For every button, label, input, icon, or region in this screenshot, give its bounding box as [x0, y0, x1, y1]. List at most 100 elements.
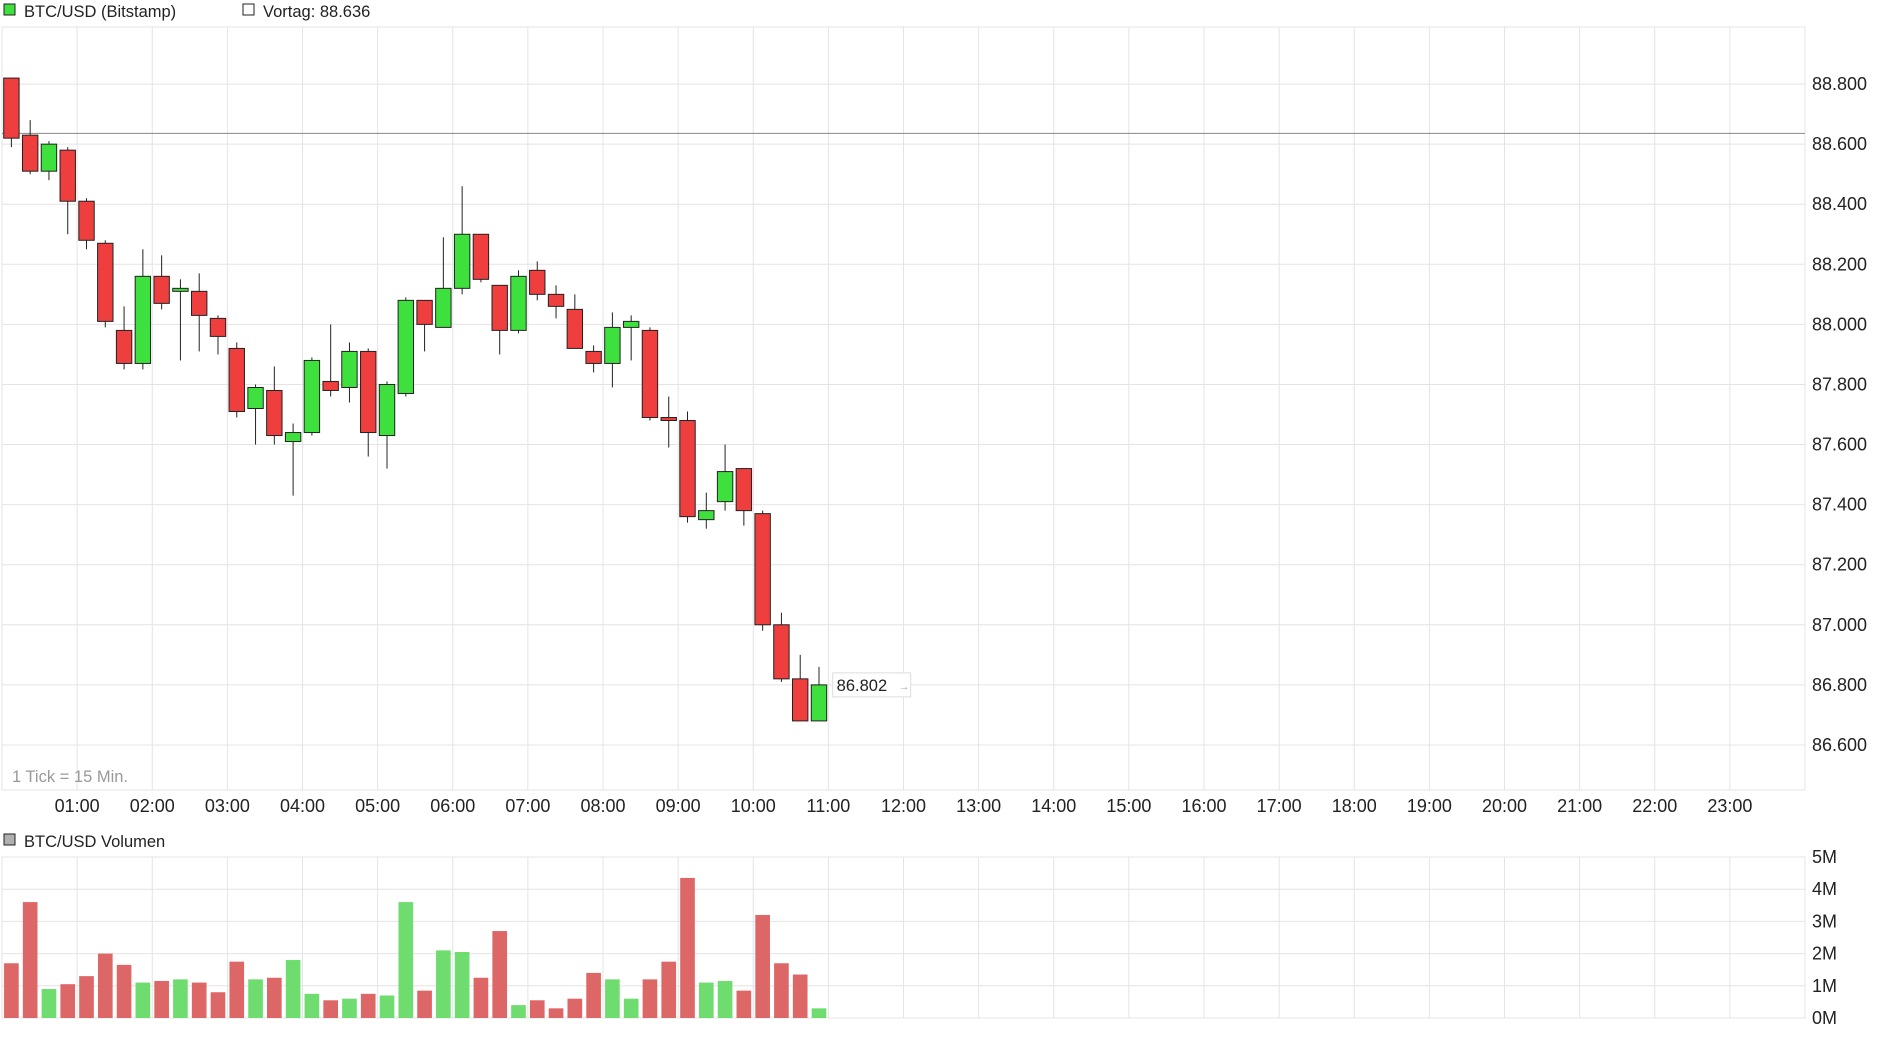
candle-body — [40, 143, 58, 172]
y-tick-label: 87.000 — [1812, 615, 1867, 635]
gray-square-icon — [3, 833, 16, 846]
candle-body — [529, 269, 546, 295]
candle-up — [134, 249, 152, 370]
y-tick-label: 88.600 — [1812, 134, 1867, 154]
volume-bar — [41, 989, 57, 1018]
candle-body — [397, 299, 414, 394]
volume-bar — [154, 980, 169, 1018]
candle-body — [472, 233, 490, 280]
x-tick-label: 05:00 — [355, 796, 400, 816]
candle-body — [585, 350, 602, 364]
y-tick-label: 88.800 — [1812, 74, 1867, 94]
volume-bar — [79, 976, 94, 1018]
y-tick-label: 87.200 — [1812, 555, 1867, 575]
volume-bar — [473, 977, 489, 1018]
candle-down — [754, 510, 771, 631]
hollow-square-icon — [242, 3, 255, 16]
candle-down — [153, 255, 170, 310]
volume-bar — [548, 1008, 564, 1018]
arrow-right-icon: → — [899, 681, 910, 693]
volume-bar — [210, 992, 226, 1018]
candle-body — [59, 149, 76, 202]
candle-body — [266, 389, 283, 437]
volume-bar — [755, 914, 770, 1018]
candle-down — [78, 198, 95, 250]
candle-body — [735, 468, 753, 512]
candle-up — [698, 492, 715, 529]
volume-bar — [792, 974, 808, 1018]
x-tick-label: 10:00 — [731, 796, 776, 816]
volume-bar — [811, 1008, 827, 1018]
x-tick-label: 18:00 — [1332, 796, 1377, 816]
x-tick-label: 20:00 — [1482, 796, 1527, 816]
candle-body — [3, 77, 20, 139]
x-tick-label: 15:00 — [1106, 796, 1151, 816]
candle-body — [228, 347, 245, 413]
volume-y-tick-label: 5M — [1812, 847, 1837, 867]
tick-interval-note: 1 Tick = 15 Min. — [12, 768, 128, 786]
price-legend-title: BTC/USD (Bitstamp) — [24, 3, 176, 21]
volume-y-tick-label: 2M — [1812, 944, 1837, 964]
x-tick-label: 21:00 — [1557, 796, 1602, 816]
volume-bar — [97, 953, 113, 1018]
x-tick-label: 03:00 — [205, 796, 250, 816]
price-x-axis: 01:00 02:00 03:00 04:00 05:00 06:00 07:00 08:00… — [55, 796, 1753, 816]
candle-down — [115, 306, 133, 370]
candle-down — [360, 348, 377, 457]
volume-bar — [229, 961, 245, 1018]
candle-up — [622, 315, 640, 361]
candle-up — [453, 186, 471, 295]
candle-body — [716, 471, 734, 503]
x-tick-label: 04:00 — [280, 796, 325, 816]
volume-bar — [173, 979, 188, 1018]
candle-up — [435, 237, 452, 328]
volume-bar — [717, 980, 733, 1018]
candlestick-series — [3, 77, 828, 722]
candle-body — [566, 308, 584, 349]
volume-bar — [436, 950, 451, 1018]
x-tick-label: 11:00 — [807, 796, 851, 816]
candle-down — [660, 396, 677, 448]
volume-bar — [605, 979, 620, 1018]
volume-bar — [661, 961, 677, 1018]
y-tick-label: 88.000 — [1812, 314, 1867, 334]
volume-y-tick-label: 0M — [1812, 1008, 1837, 1028]
candle-down — [3, 77, 20, 148]
x-tick-label: 22:00 — [1632, 796, 1677, 816]
candle-body — [547, 293, 565, 307]
y-tick-label: 86.800 — [1812, 675, 1867, 695]
price-grid — [1, 26, 1806, 791]
candle-body — [134, 275, 152, 364]
candle-down — [191, 273, 208, 352]
volume-bar — [698, 982, 714, 1018]
candle-body — [172, 287, 189, 292]
candle-body — [754, 513, 771, 626]
candle-body — [378, 383, 396, 437]
candle-down — [21, 120, 39, 175]
x-tick-label: 16:00 — [1181, 796, 1226, 816]
candle-body — [21, 134, 39, 172]
candle-body — [191, 290, 208, 316]
price-y-axis: 88.800 88.600 88.400 88.200 88.000 87.800 87.6… — [1812, 74, 1867, 755]
candle-down — [228, 342, 245, 418]
candle-body — [641, 329, 659, 419]
candle-down — [547, 285, 565, 319]
candle-down — [529, 261, 546, 301]
volume-bar — [60, 984, 76, 1018]
candle-body — [153, 275, 170, 304]
candle-body — [622, 320, 640, 328]
candle-body — [360, 350, 377, 434]
volume-bar — [285, 960, 301, 1018]
volume-bar — [642, 979, 658, 1018]
volume-bar — [417, 990, 432, 1018]
volume-bar — [623, 998, 639, 1018]
candle-body — [303, 359, 321, 434]
candle-up — [303, 357, 321, 436]
candle-body — [247, 386, 264, 410]
candle-body — [510, 275, 527, 331]
candle-down — [641, 327, 659, 421]
candle-body — [810, 684, 828, 722]
volume-bar — [22, 902, 38, 1018]
candle-up — [604, 312, 621, 388]
volume-bar — [116, 964, 132, 1018]
